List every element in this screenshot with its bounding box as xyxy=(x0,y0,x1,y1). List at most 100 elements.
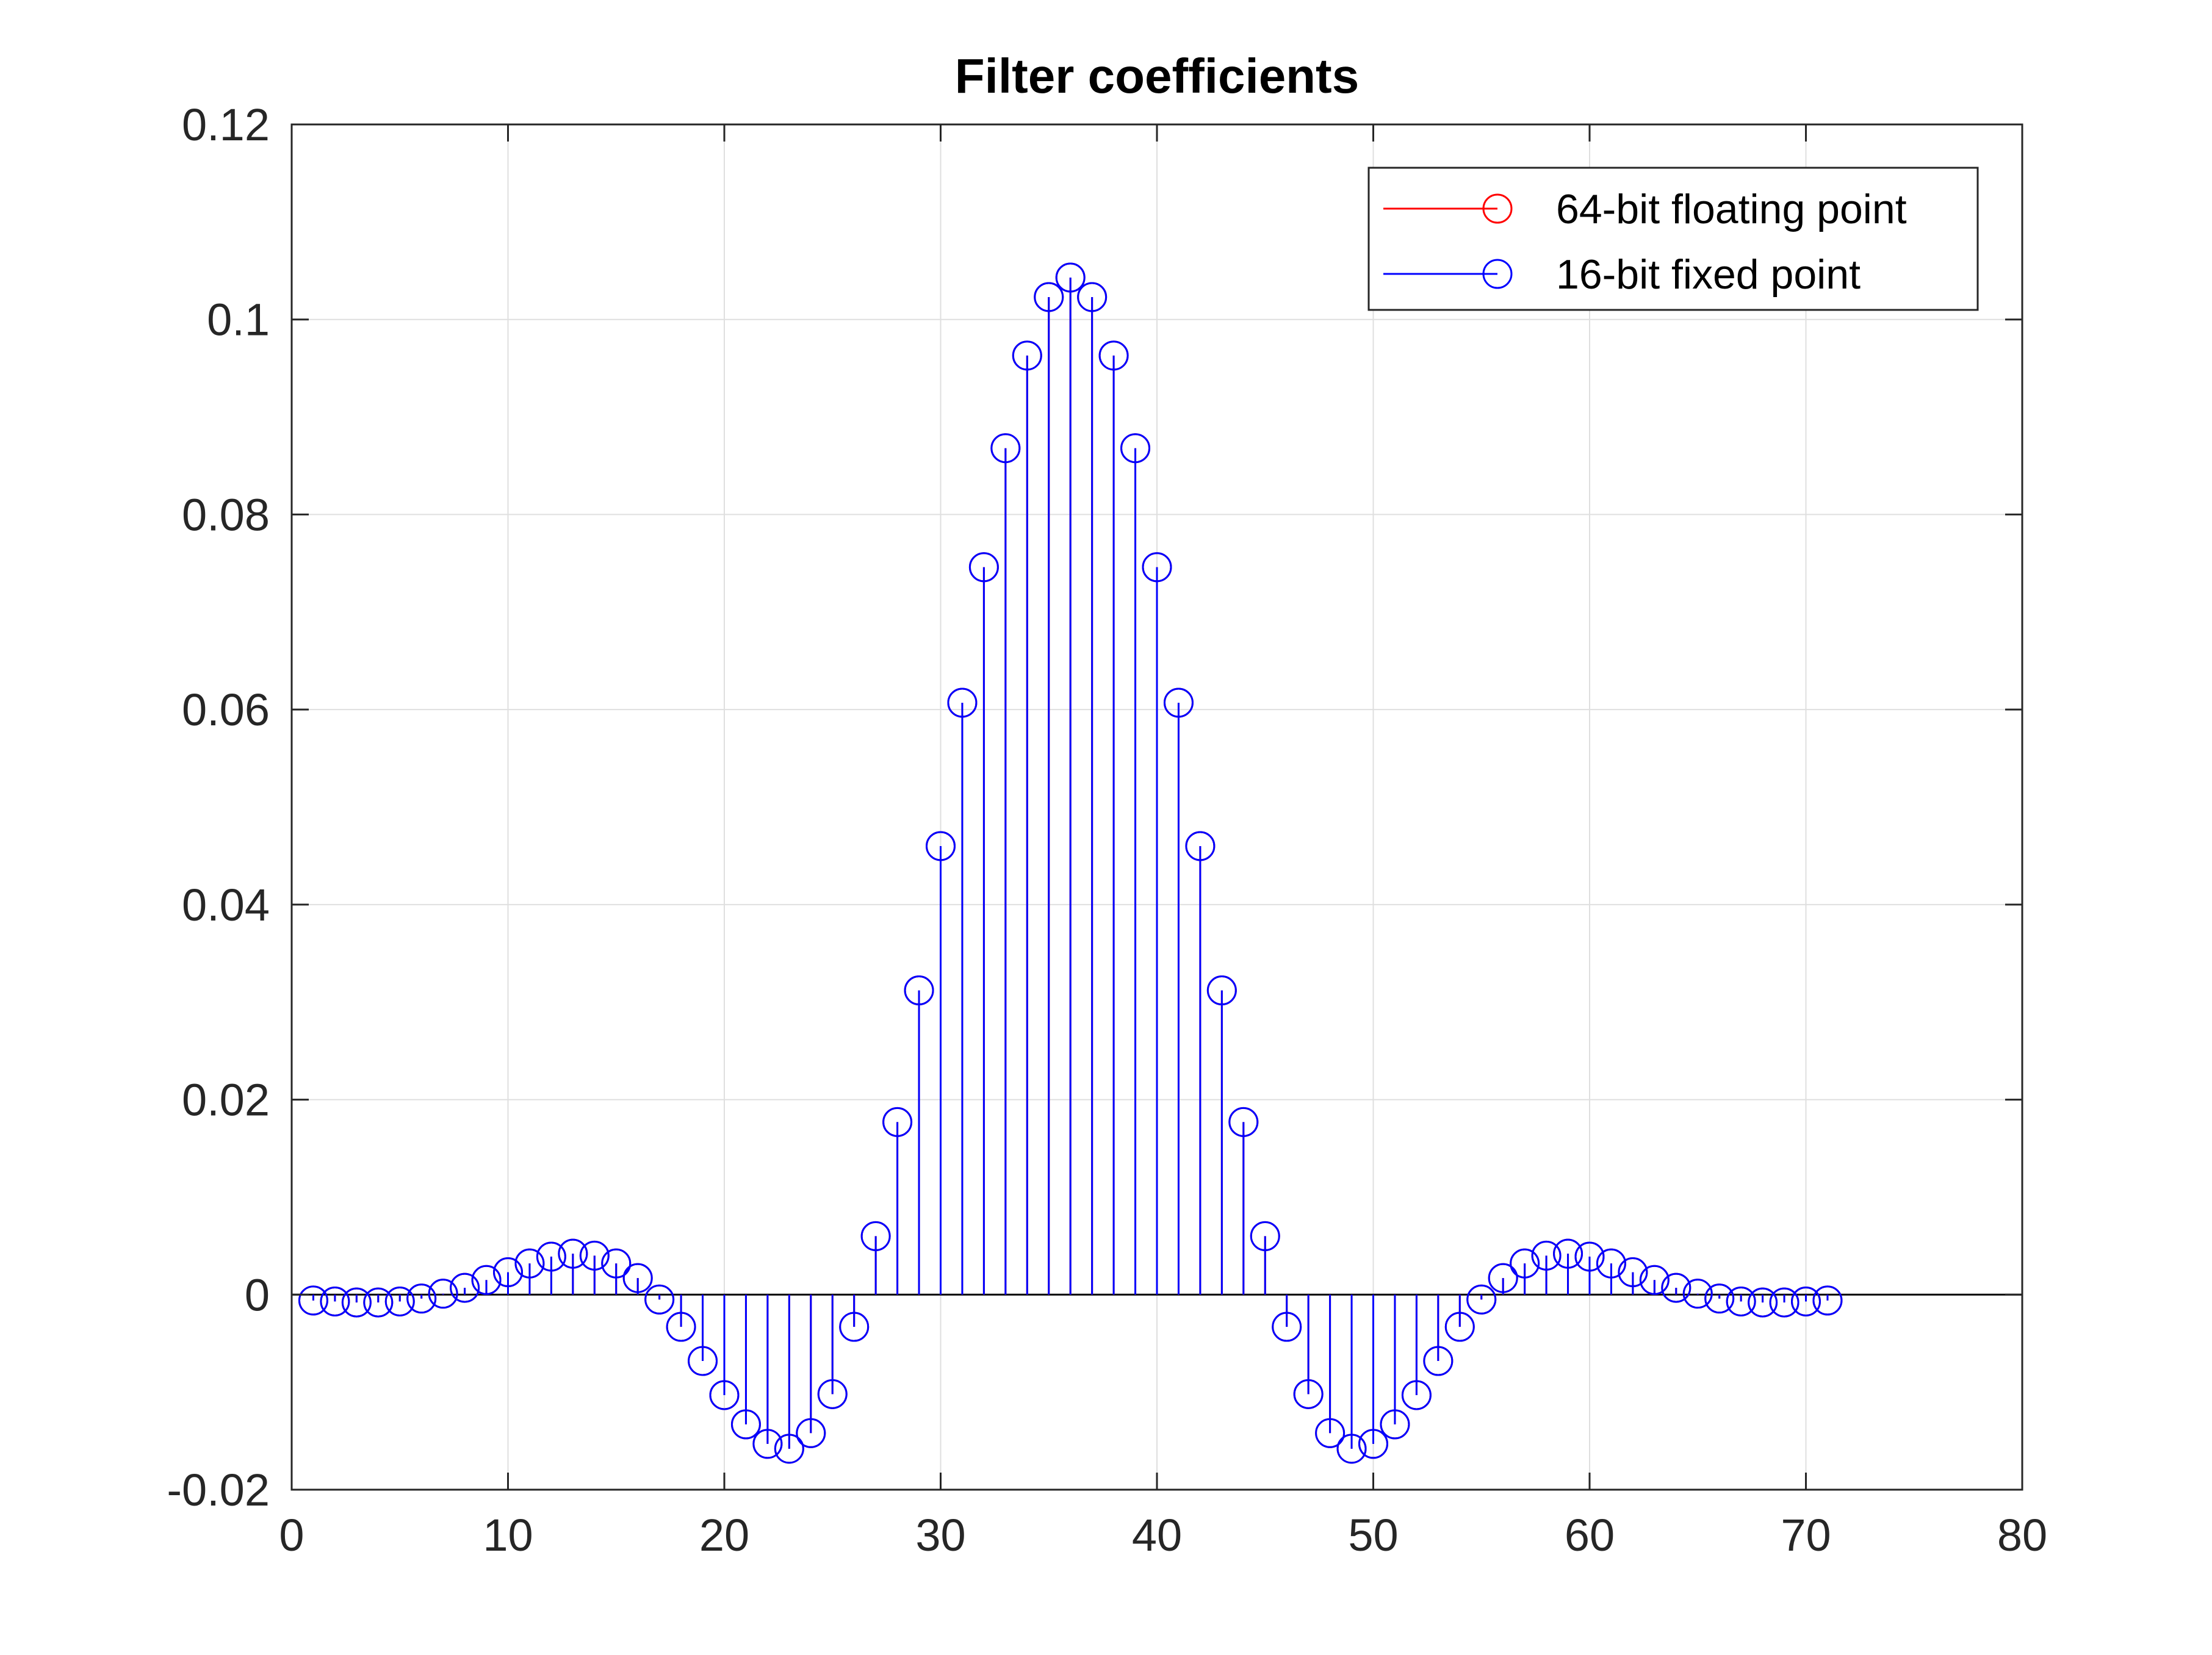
stem-marker xyxy=(730,1409,761,1440)
stem-marker xyxy=(1812,1285,1843,1316)
stem-marker xyxy=(1401,1380,1432,1410)
legend-label-fixed: 16-bit fixed point xyxy=(1556,251,1861,298)
stem-marker xyxy=(1574,1241,1605,1272)
stem-marker xyxy=(839,1312,870,1342)
x-tick-label: 0 xyxy=(279,1510,304,1560)
stem-marker xyxy=(320,1286,350,1316)
stem-marker xyxy=(947,687,978,718)
x-tick-label: 10 xyxy=(483,1510,533,1560)
series-fixed-point xyxy=(298,262,1843,1464)
x-tick-label: 20 xyxy=(699,1510,749,1560)
stem-marker xyxy=(1380,1409,1410,1440)
stem-marker xyxy=(1228,1107,1259,1137)
series-layer xyxy=(298,262,1843,1464)
stem-marker xyxy=(1531,1240,1562,1271)
stem-marker xyxy=(384,1286,415,1316)
stem-marker xyxy=(666,1312,696,1342)
legend-marker-fixed xyxy=(1482,259,1513,289)
y-tick-label: 0 xyxy=(245,1269,270,1320)
x-tick-label: 60 xyxy=(1565,1510,1615,1560)
stem-marker xyxy=(904,975,934,1006)
stem-marker xyxy=(1358,1429,1388,1459)
legend-box xyxy=(1367,167,1979,311)
stem-marker xyxy=(1055,262,1086,293)
y-tick-label: -0.02 xyxy=(167,1465,270,1515)
stem-marker xyxy=(298,1285,328,1316)
legend: 64-bit floating point 16-bit fixed point xyxy=(1367,167,1979,311)
x-tick-labels: 0 10 20 30 40 50 60 70 80 xyxy=(279,1510,2047,1560)
x-tick-label: 30 xyxy=(915,1510,965,1560)
stem-marker xyxy=(1034,282,1064,312)
stem-marker xyxy=(796,1418,826,1448)
stem-marker xyxy=(1510,1248,1540,1279)
stem-marker xyxy=(406,1283,437,1314)
stem-marker xyxy=(1704,1283,1735,1314)
stem-marker xyxy=(1142,552,1172,583)
y-tick-label: 0.04 xyxy=(182,880,270,930)
stem-marker xyxy=(1012,340,1042,371)
stem-marker xyxy=(363,1287,394,1318)
stem-marker xyxy=(1423,1346,1454,1376)
stem-marker xyxy=(926,831,956,861)
y-tick-label: 0.1 xyxy=(207,295,270,345)
stem-marker xyxy=(968,552,999,583)
stem-marker xyxy=(471,1265,502,1295)
stem-marker xyxy=(1315,1418,1346,1448)
stem-marker xyxy=(990,433,1021,464)
stem-marker xyxy=(1206,975,1237,1006)
stem-marker xyxy=(428,1279,458,1309)
stem-marker xyxy=(1272,1312,1302,1342)
stem-marker xyxy=(1077,282,1108,312)
stem-marker xyxy=(1293,1379,1324,1409)
stem-marker xyxy=(558,1238,588,1269)
y-tick-labels: -0.02 0 0.02 0.04 0.06 0.08 0.1 0.12 xyxy=(167,99,270,1515)
stem-marker xyxy=(817,1379,848,1409)
x-tick-label: 50 xyxy=(1348,1510,1398,1560)
stem-marker xyxy=(1661,1273,1691,1303)
stem-marker xyxy=(536,1241,566,1272)
legend-label-floating: 64-bit floating point xyxy=(1556,186,1907,232)
stem-marker xyxy=(1748,1287,1778,1318)
stem-marker xyxy=(644,1284,675,1315)
chart-title: Filter coefficients xyxy=(955,49,1359,103)
stem-marker xyxy=(1682,1279,1713,1309)
stem-marker xyxy=(1163,687,1194,718)
stem-marker xyxy=(1726,1286,1756,1316)
stem-marker xyxy=(1336,1434,1367,1464)
stem-marker xyxy=(493,1257,523,1288)
stem-marker xyxy=(601,1248,632,1279)
stem-marker xyxy=(860,1221,891,1251)
x-tick-label: 40 xyxy=(1132,1510,1182,1560)
stem-marker xyxy=(1250,1221,1280,1251)
x-tick-label: 80 xyxy=(1997,1510,2047,1560)
y-tick-label: 0.12 xyxy=(182,99,270,150)
stem-marker xyxy=(1488,1263,1518,1293)
stem-marker xyxy=(1185,831,1216,861)
y-tick-label: 0.08 xyxy=(182,489,270,540)
stem-marker xyxy=(882,1107,913,1137)
x-tick-label: 70 xyxy=(1781,1510,1831,1560)
stem-marker xyxy=(1639,1265,1670,1295)
stem-marker xyxy=(341,1287,372,1318)
stem-marker xyxy=(1791,1286,1821,1316)
stem-marker xyxy=(514,1248,545,1279)
stem-marker xyxy=(1553,1238,1583,1269)
stem-marker xyxy=(1120,433,1151,464)
y-tick-label: 0.06 xyxy=(182,684,270,735)
stem-marker xyxy=(688,1346,718,1376)
stem-marker xyxy=(1596,1248,1626,1279)
stem-marker xyxy=(709,1380,740,1410)
stem-marker xyxy=(622,1263,653,1293)
stem-marker xyxy=(1618,1257,1648,1288)
legend-marker-floating xyxy=(1482,193,1513,224)
stem-marker xyxy=(774,1434,804,1464)
y-tick-label: 0.02 xyxy=(182,1075,270,1125)
stem-marker xyxy=(1769,1287,1800,1318)
stem-marker xyxy=(1444,1312,1475,1342)
stem-marker xyxy=(752,1429,783,1459)
stem-marker xyxy=(1466,1284,1497,1315)
stem-marker xyxy=(1098,340,1129,371)
stem-marker xyxy=(579,1240,610,1271)
stem-marker xyxy=(450,1273,480,1303)
